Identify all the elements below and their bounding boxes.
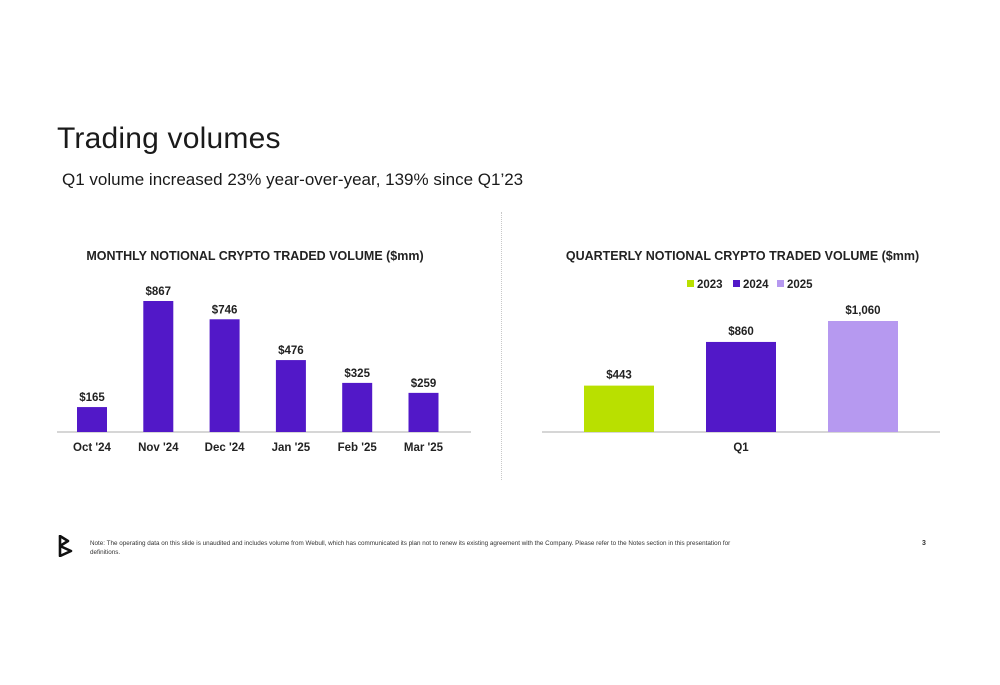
bar-2025 xyxy=(828,321,898,432)
bar-4 xyxy=(342,382,373,432)
bar-2024 xyxy=(706,341,776,432)
x-tick-label-2: Dec '24 xyxy=(205,442,245,454)
bar-5 xyxy=(408,392,439,432)
legend-swatch-2023 xyxy=(687,280,694,287)
bar-3 xyxy=(275,360,306,432)
quarterly-volume-chart: 2023 2024 2025 $443 $860 $1,060 Q1 xyxy=(542,279,940,454)
bar-2023 xyxy=(584,385,654,432)
x-tick-label-0: Q1 xyxy=(733,442,749,454)
x-tick-label-5: Mar '25 xyxy=(404,442,444,454)
legend-label-2023: 2023 xyxy=(697,279,723,291)
x-tick-label-0: Oct '24 xyxy=(73,442,111,454)
chart-divider xyxy=(501,212,502,480)
x-tick-label-4: Feb '25 xyxy=(338,442,378,454)
slide-subtitle: Q1 volume increased 23% year-over-year, … xyxy=(62,170,524,189)
data-label-2025: $1,060 xyxy=(845,305,880,317)
x-tick-label-1: Nov '24 xyxy=(138,442,179,454)
bar-2 xyxy=(209,319,240,432)
data-label-3: $476 xyxy=(278,345,304,357)
legend-swatch-2024 xyxy=(733,280,740,287)
monthly-chart-title: MONTHLY NOTIONAL CRYPTO TRADED VOLUME ($… xyxy=(86,249,424,263)
bar-0 xyxy=(77,407,107,432)
data-label-2023: $443 xyxy=(606,370,632,382)
data-label-0: $165 xyxy=(79,392,105,404)
monthly-volume-chart: $165 Oct '24 $867 Nov '24 $746 Dec '24 $476 Jan… xyxy=(57,286,471,454)
data-label-2: $746 xyxy=(212,304,238,316)
legend-label-2025: 2025 xyxy=(787,279,813,291)
page-number: 3 xyxy=(922,540,926,547)
bakkt-logo-icon xyxy=(58,535,73,557)
legend-swatch-2025 xyxy=(777,280,784,287)
x-tick-label-3: Jan '25 xyxy=(272,442,311,454)
slide-title: Trading volumes xyxy=(57,122,281,155)
data-label-2024: $860 xyxy=(728,326,754,338)
legend-label-2024: 2024 xyxy=(743,279,769,291)
bar-1 xyxy=(143,301,174,432)
data-label-1: $867 xyxy=(146,286,172,298)
footnote: Note: The operating data on this slide i… xyxy=(90,540,731,556)
data-label-4: $325 xyxy=(344,368,370,380)
data-label-5: $259 xyxy=(411,378,437,390)
quarterly-chart-title: QUARTERLY NOTIONAL CRYPTO TRADED VOLUME … xyxy=(565,249,920,263)
